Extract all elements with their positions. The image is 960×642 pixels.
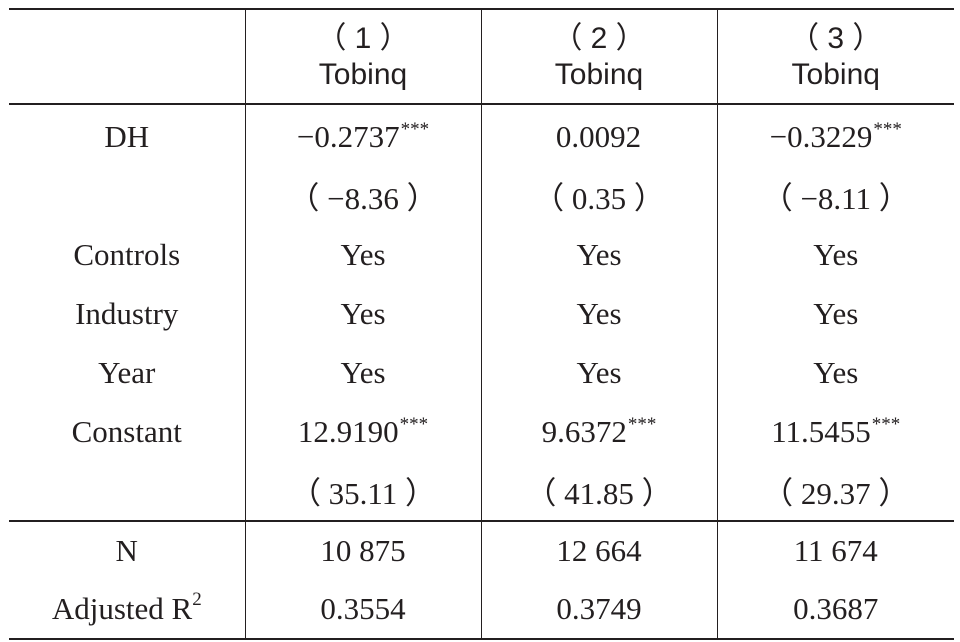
table-cell: Yes [481,284,718,343]
significance-stars: *** [400,118,430,140]
header-corner-cell [9,8,246,105]
table-cell: 11 674 [717,520,954,580]
t-statistic: （ 29.37 ） [762,476,910,511]
table-cell: （ 0.35 ） [481,166,718,225]
statistics-body: N 10 875 12 664 11 674 Adjusted R2 0.355… [9,520,954,640]
significance-stars: *** [871,413,901,435]
table-cell: 12 664 [481,520,718,580]
table-row: Controls Yes Yes Yes [9,225,954,284]
table-row: Constant 12.9190*** 9.6372*** 11.5455*** [9,402,954,461]
coefficients-body: DH −0.2737*** 0.0092 −0.3229*** （ −8.36 … [9,104,954,521]
t-statistic: （ −8.36 ） [288,181,438,216]
stat-label-superscript: 2 [192,589,202,610]
table-cell: Yes [245,343,482,402]
table-cell: Yes [813,236,859,272]
table-row: Industry Yes Yes Yes [9,284,954,343]
table-cell: Yes [813,295,859,331]
table-cell: Yes [813,354,859,390]
table-row: Year Yes Yes Yes [9,343,954,402]
table-cell: 0.3749 [481,580,718,640]
column-number: （ 3 ） [789,21,883,55]
table-cell: Yes [245,225,482,284]
table-cell: 0.3554 [245,580,482,640]
row-label: Adjusted R2 [9,580,246,640]
table-cell: （ −8.11 ） [717,166,954,225]
t-statistic: （ −8.11 ） [761,181,910,216]
table-cell: 11.5455*** [717,402,954,461]
table-row: Adjusted R2 0.3554 0.3749 0.3687 [9,580,954,640]
header-row: （ 1 ） Tobinq （ 2 ） Tobinq （ 3 ） Tobinq [9,8,954,105]
significance-stars: *** [627,413,657,435]
significance-stars: *** [399,413,429,435]
t-statistic: （ 41.85 ） [525,476,673,511]
cell-value: −0.2737 [296,118,400,154]
stat-label: Adjusted R [51,591,193,626]
row-label: Constant [9,402,246,461]
table-header: （ 1 ） Tobinq （ 2 ） Tobinq （ 3 ） Tobinq [9,8,954,105]
t-statistic: （ 0.35 ） [533,181,665,216]
header-column-3: （ 3 ） Tobinq [717,8,954,105]
header-column-1: （ 1 ） Tobinq [245,8,482,105]
table-cell: （ 35.11 ） [245,461,482,521]
row-label: Controls [9,225,246,284]
t-statistic: （ 35.11 ） [289,476,437,511]
table-cell: （ −8.36 ） [245,166,482,225]
dependent-variable: Tobinq [791,57,880,91]
row-label: Industry [9,284,246,343]
row-label: N [9,520,246,580]
table-cell: Yes [481,343,718,402]
row-label: Year [9,343,246,402]
cell-value: 0.0092 [555,118,642,154]
cell-value: 12.9190 [297,413,399,449]
table-row: N 10 875 12 664 11 674 [9,520,954,580]
column-number: （ 1 ） [316,21,410,55]
dependent-variable: Tobinq [554,57,644,91]
table-cell: 9.6372*** [481,402,718,461]
table-cell: Yes [481,225,718,284]
dependent-variable: Tobinq [318,57,408,91]
table-cell: −0.2737*** [245,104,482,166]
stat-label: N [115,533,138,568]
table-cell: （ 29.37 ） [717,461,954,521]
row-label [9,461,246,521]
table-row: （ −8.36 ） （ 0.35 ） （ −8.11 ） [9,166,954,225]
table-cell: 12.9190*** [245,402,482,461]
cell-value: 11.5455 [771,413,871,449]
row-label: DH [9,104,246,166]
table-row: （ 35.11 ） （ 41.85 ） （ 29.37 ） [9,461,954,521]
table-cell: 0.3687 [717,580,954,640]
table-row: DH −0.2737*** 0.0092 −0.3229*** [9,104,954,166]
table-cell: （ 41.85 ） [481,461,718,521]
table-cell: 0.0092 [481,104,718,166]
cell-value: −0.3229 [769,118,873,154]
table-cell: −0.3229*** [717,104,954,166]
row-label [9,166,246,225]
cell-value: 9.6372 [541,413,627,449]
significance-stars: *** [873,118,902,140]
table-cell: 10 875 [245,520,482,580]
table-cell: Yes [245,284,482,343]
column-number: （ 2 ） [552,21,646,55]
header-column-2: （ 2 ） Tobinq [481,8,718,105]
regression-table: （ 1 ） Tobinq （ 2 ） Tobinq （ 3 ） Tobinq D… [9,8,954,640]
